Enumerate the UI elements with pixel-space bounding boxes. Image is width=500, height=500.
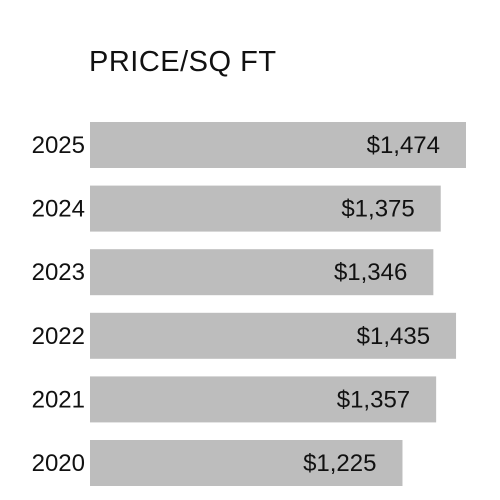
value-label-2022: $1,435 [357, 323, 430, 350]
category-label-2024: 2024 [32, 196, 85, 223]
value-label-2025: $1,474 [367, 132, 440, 159]
bar-2022 [90, 312, 457, 359]
category-label-2022: 2022 [32, 323, 85, 350]
value-label-2023: $1,346 [334, 259, 407, 286]
category-label-2023: 2023 [32, 259, 85, 286]
bar-2025 [90, 122, 466, 168]
value-label-2021: $1,357 [337, 386, 410, 413]
chart-title: PRICE/SQ FT [89, 46, 277, 78]
category-label-2021: 2021 [32, 386, 85, 413]
bar-2020 [90, 440, 403, 486]
value-label-2024: $1,375 [341, 196, 414, 223]
bar-2024 [90, 185, 441, 232]
value-label-2020: $1,225 [303, 450, 376, 477]
bar-2023 [90, 249, 434, 296]
category-label-2025: 2025 [32, 132, 85, 159]
category-label-2020: 2020 [32, 450, 85, 477]
bar-2021 [90, 376, 437, 423]
